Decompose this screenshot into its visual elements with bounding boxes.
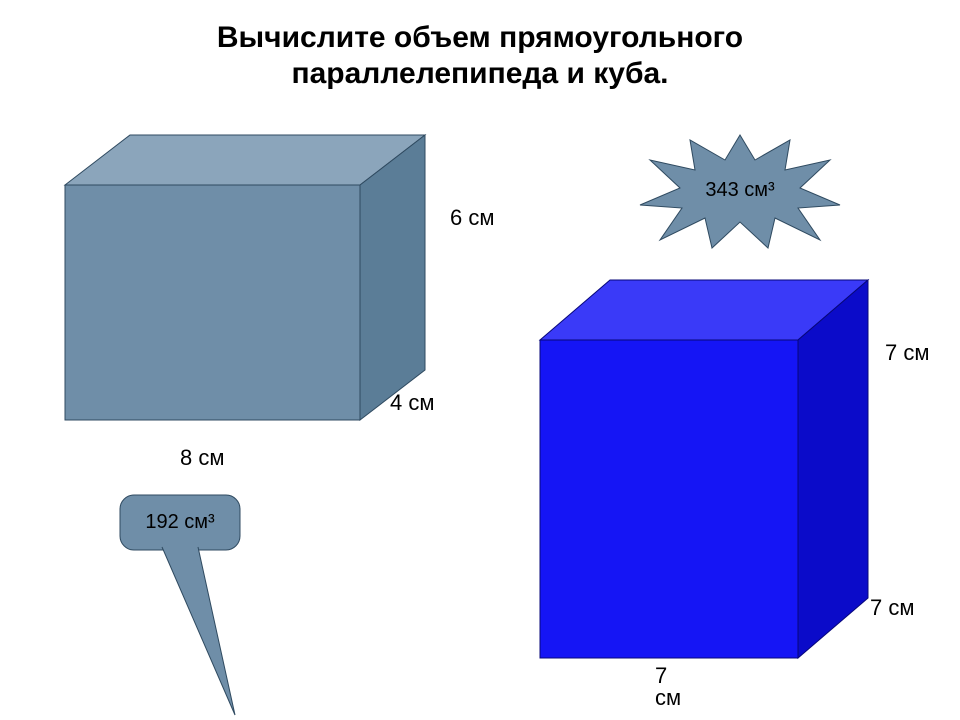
cube-answer-text: 343 см³ xyxy=(705,179,774,202)
title-line-2: параллелепипеда и куба. xyxy=(291,57,668,90)
cube-depth-label: 7 см xyxy=(870,595,914,621)
cuboid-depth-label: 4 см xyxy=(390,390,434,416)
cube-front-face xyxy=(540,340,798,658)
cube-width-unit: см xyxy=(655,685,681,710)
cuboid-answer-text: 192 см³ xyxy=(145,511,214,534)
cube-answer: 343 см³ xyxy=(640,130,840,250)
cuboid-width-label: 8 см xyxy=(180,445,224,471)
cuboid-height-label: 6 см xyxy=(450,205,494,231)
cube-side-face xyxy=(798,280,868,658)
title-line-1: Вычислите объем прямоугольного xyxy=(217,21,743,54)
cuboid-shape xyxy=(65,135,425,425)
cuboid-front-face xyxy=(65,185,360,420)
cube-height-label: 7 см xyxy=(885,340,929,366)
cuboid-answer: 192 см³ xyxy=(120,495,240,550)
cube-width-label: 7 см xyxy=(655,665,681,709)
page-title: Вычислите объем прямоугольного параллеле… xyxy=(0,20,960,92)
cube-shape xyxy=(540,280,868,660)
